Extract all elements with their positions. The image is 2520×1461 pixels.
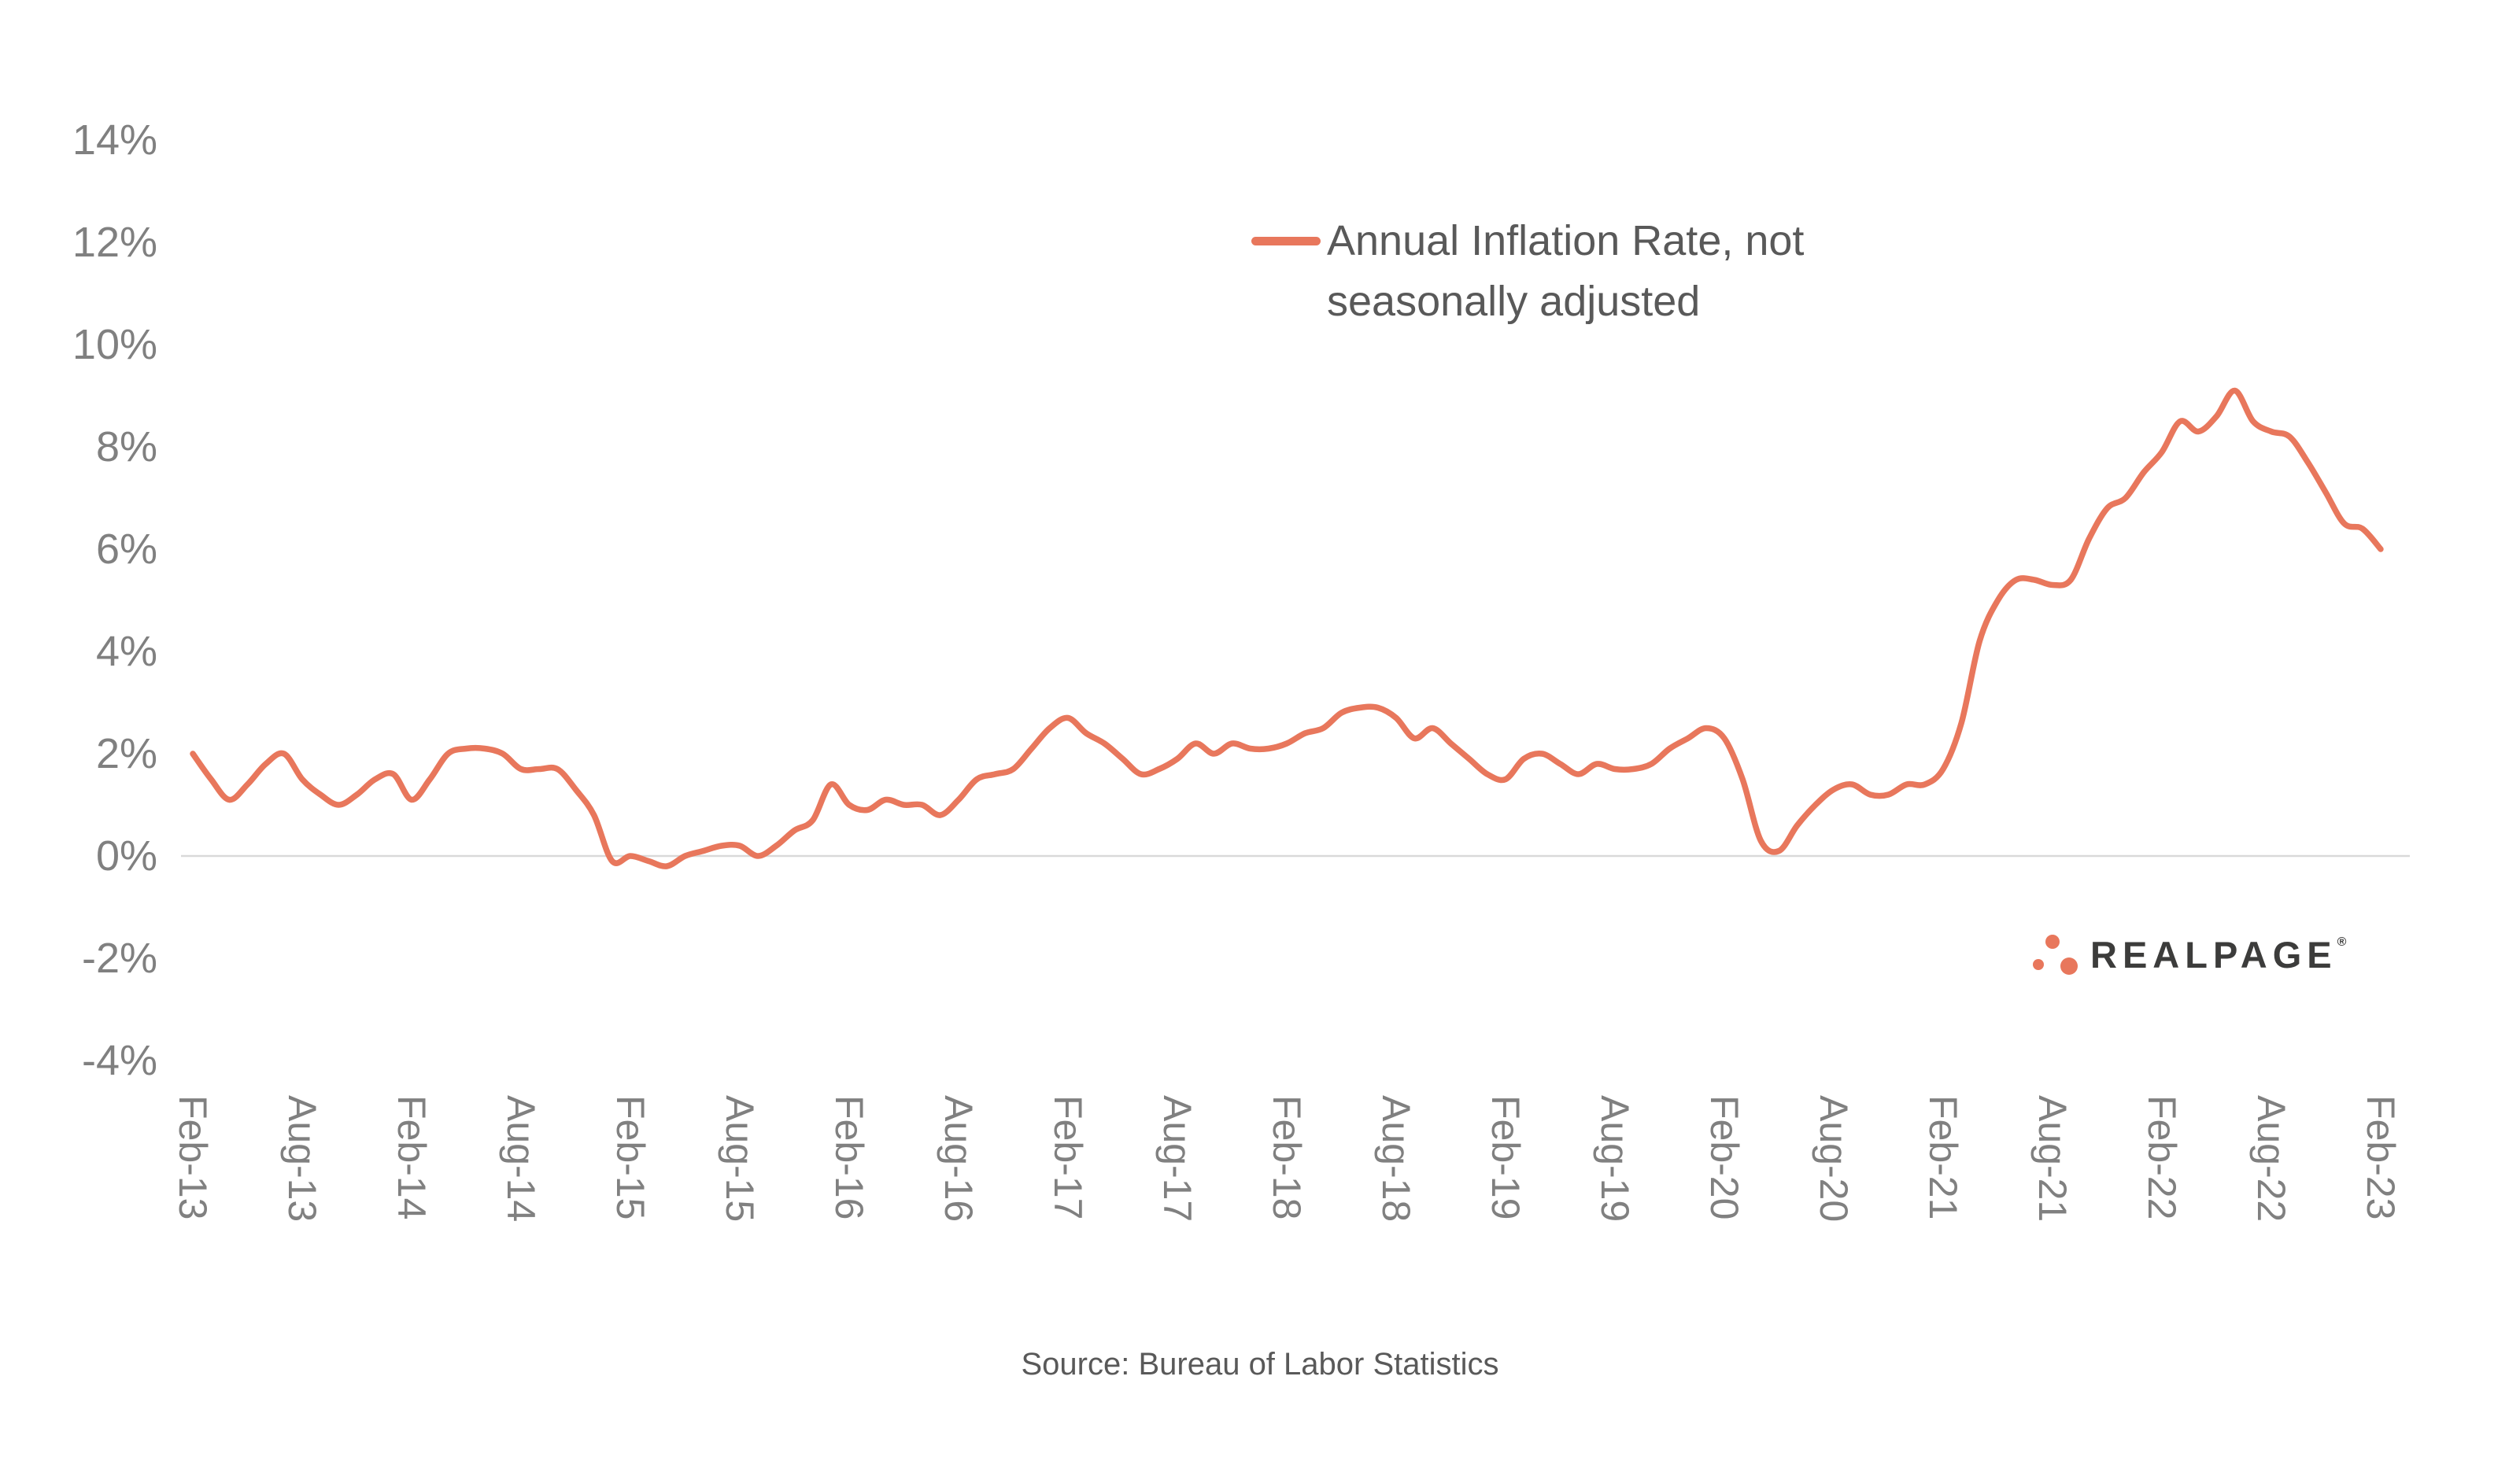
legend-label: Annual Inflation Rate, not seasonally ad… xyxy=(1327,211,1804,332)
x-tick-label: Feb-13 xyxy=(171,1095,215,1219)
y-tick-label: 4% xyxy=(96,628,157,675)
registered-mark: ® xyxy=(2337,935,2352,949)
legend-label-line1: Annual Inflation Rate, not xyxy=(1327,217,1805,264)
inflation-line-chart: 14% 12% 10% 8% 6% 4% 2% 0% -2% -4% Feb-13 Aug-13 Feb… xyxy=(72,116,2410,1222)
x-tick-label: Aug-15 xyxy=(718,1095,762,1222)
inflation-rate-line xyxy=(190,387,2384,869)
x-tick-label: Aug-13 xyxy=(280,1095,324,1222)
y-tick-label: 6% xyxy=(96,526,157,573)
y-tick-label: 8% xyxy=(96,423,157,470)
x-tick-label: Feb-21 xyxy=(1921,1095,1965,1219)
y-tick-label: 12% xyxy=(72,219,157,266)
x-tick-label: Aug-14 xyxy=(499,1095,543,1222)
x-tick-label: Feb-15 xyxy=(608,1095,652,1219)
y-tick-label: -4% xyxy=(82,1037,157,1084)
x-tick-label: Feb-16 xyxy=(827,1095,871,1219)
x-tick-label: Feb-19 xyxy=(1484,1095,1528,1219)
x-tick-label: Aug-20 xyxy=(1812,1095,1856,1222)
x-tick-label: Feb-22 xyxy=(2140,1095,2184,1219)
x-tick-label: Aug-19 xyxy=(1593,1095,1637,1222)
x-tick-label: Feb-20 xyxy=(1702,1095,1746,1219)
legend-label-line2: seasonally adjusted xyxy=(1327,278,1701,325)
x-tick-label: Aug-22 xyxy=(2249,1095,2293,1222)
x-tick-label: Feb-23 xyxy=(2359,1095,2403,1219)
realpage-logo-text: REALPAGE® xyxy=(2090,933,2352,976)
x-tick-label: Feb-14 xyxy=(390,1095,434,1219)
legend-line-marker xyxy=(1251,237,1321,245)
realpage-logo-dots-icon xyxy=(2033,935,2078,975)
y-tick-label: 2% xyxy=(96,730,157,777)
x-tick-label: Aug-21 xyxy=(2030,1095,2075,1222)
y-tick-label: 14% xyxy=(72,116,157,164)
source-caption: Source: Bureau of Labor Statistics xyxy=(1021,1347,1499,1382)
y-tick-label: 0% xyxy=(96,832,157,880)
y-tick-label: 10% xyxy=(72,321,157,368)
realpage-logo: REALPAGE® xyxy=(2029,928,2352,980)
x-tick-label: Aug-18 xyxy=(1374,1095,1418,1222)
x-tick-label: Feb-17 xyxy=(1046,1095,1090,1219)
chart-legend: Annual Inflation Rate, not seasonally ad… xyxy=(1251,211,1804,332)
y-tick-label: -2% xyxy=(82,935,157,982)
x-tick-label: Aug-16 xyxy=(937,1095,981,1222)
x-tick-label: Feb-18 xyxy=(1265,1095,1309,1219)
x-tick-label: Aug-17 xyxy=(1155,1095,1199,1222)
